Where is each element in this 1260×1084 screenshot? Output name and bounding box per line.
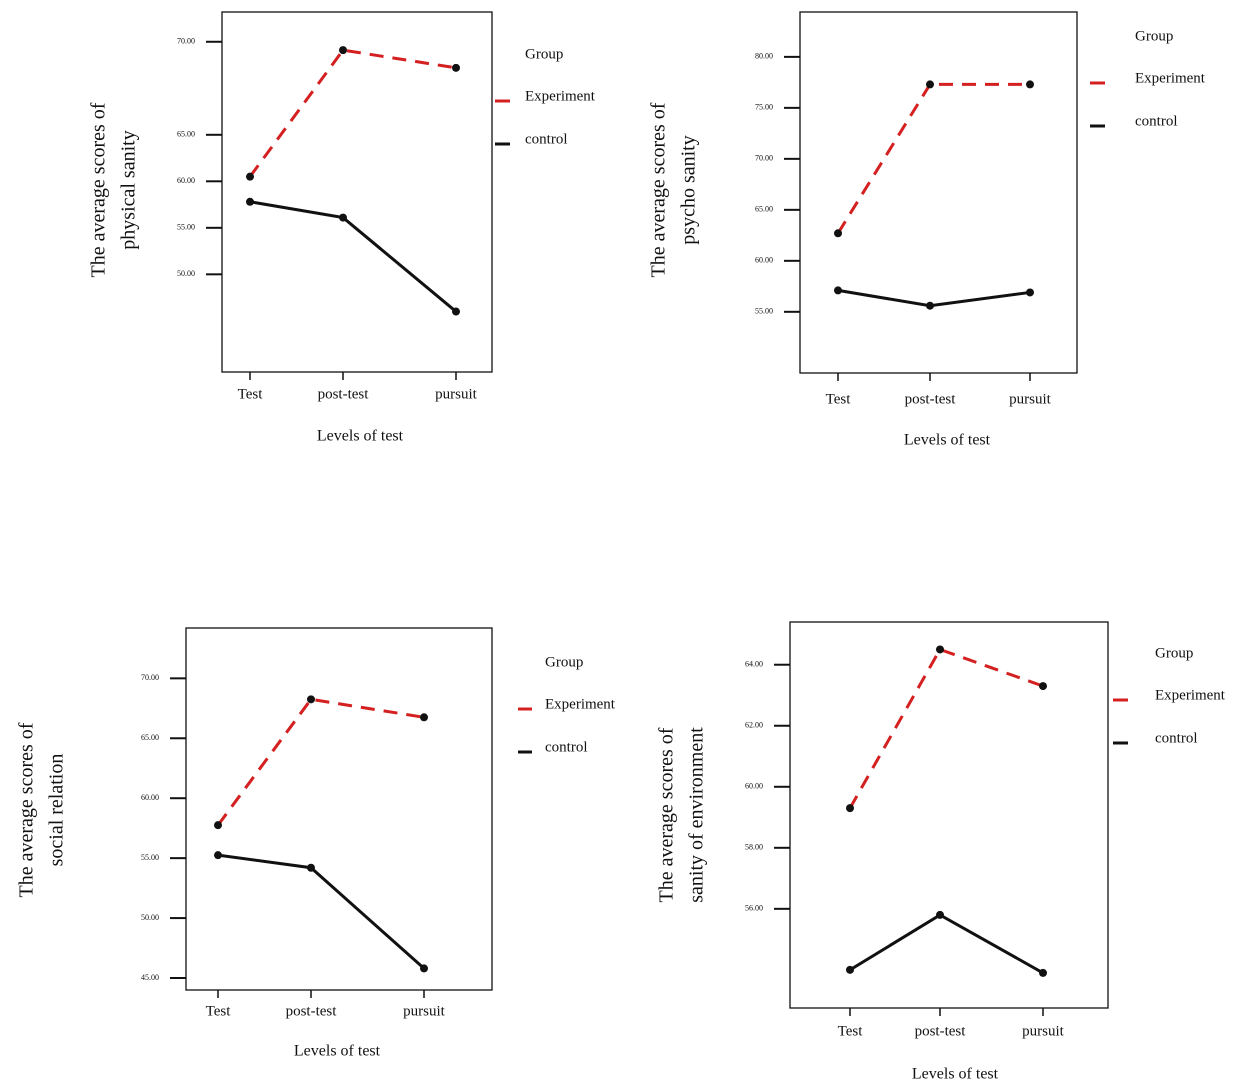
series-line [218,699,424,825]
x-tick-label: pursuit [1022,1023,1065,1039]
y-tick-label: 55.00 [177,223,195,232]
data-point [846,804,854,812]
plot-frame [186,628,492,990]
x-tick-label: post-test [905,391,957,407]
y-tick-label: 55.00 [755,307,773,316]
data-point [307,864,315,872]
y-tick-label: 60.00 [141,793,159,802]
y-tick-label: 64.00 [745,660,763,669]
y-tick-label: 65.00 [755,205,773,214]
data-point [846,966,854,974]
legend-title: Group [1155,645,1193,661]
y-axis-title: psycho sanity [678,135,700,244]
x-tick-label: pursuit [435,386,478,402]
y-tick-label: 60.00 [177,176,195,185]
x-axis-title: Levels of test [317,428,404,445]
series-line [850,649,1043,808]
x-tick-label: post-test [286,1003,338,1019]
y-tick-label: 45.00 [141,973,159,982]
data-point [214,851,222,859]
y-tick-label: 75.00 [755,103,773,112]
x-tick-label: pursuit [1009,391,1052,407]
data-point [936,911,944,919]
x-axis-title: Levels of test [904,432,991,449]
y-tick-label: 62.00 [745,721,763,730]
figure: 70.00 65.00 60.00 55.00 50.00 Test post-test pu… [0,0,1260,1084]
x-tick-label: Test [206,1003,232,1019]
y-tick-label: 65.00 [141,733,159,742]
x-tick-label: Test [826,391,852,407]
y-tick-label: 60.00 [745,782,763,791]
y-tick-label: 55.00 [141,853,159,862]
series-line [218,855,424,968]
data-point [936,645,944,653]
legend-label: control [1155,730,1198,746]
y-axis-title: The average scores of [88,102,110,277]
data-point [339,46,347,54]
data-point [214,821,222,829]
y-tick-label: 70.00 [177,37,195,46]
x-tick-label: Test [238,386,264,402]
y-axis-title: The average scores of [16,722,38,897]
y-axis-title: The average scores of [656,727,678,902]
x-tick-label: Test [838,1023,864,1039]
data-point [1039,682,1047,690]
y-tick-label: 50.00 [177,269,195,278]
x-axis-title: Levels of test [912,1066,999,1083]
y-tick-label: 80.00 [755,52,773,61]
data-point [339,214,347,222]
series-line [250,202,456,312]
legend-label: Experiment [1135,70,1206,86]
legend-title: Group [545,654,583,670]
x-axis-title: Levels of test [294,1043,381,1060]
y-tick-label: 65.00 [177,130,195,139]
legend-title: Group [525,46,563,62]
plot-frame [790,622,1108,1008]
data-point [1026,80,1034,88]
y-axis-title: physical sanity [118,130,140,249]
legend-label: control [1135,113,1178,129]
data-point [834,229,842,237]
series-line [838,290,1030,305]
data-point [1039,969,1047,977]
y-tick-label: 60.00 [755,256,773,265]
y-tick-label: 70.00 [755,154,773,163]
series-line [250,50,456,177]
y-tick-label: 70.00 [141,673,159,682]
data-point [307,695,315,703]
legend-label: control [545,739,588,755]
data-point [420,964,428,972]
y-tick-label: 56.00 [745,904,763,913]
legend-label: control [525,131,568,147]
data-point [452,64,460,72]
data-point [420,713,428,721]
data-point [926,80,934,88]
legend-label: Experiment [525,88,596,104]
data-point [834,286,842,294]
data-point [246,173,254,181]
x-tick-label: post-test [915,1023,967,1039]
y-tick-label: 50.00 [141,913,159,922]
x-tick-label: pursuit [403,1003,446,1019]
plot-frame [800,12,1077,373]
data-point [926,302,934,310]
legend-label: Experiment [1155,687,1226,703]
y-axis-title: The average scores of [648,102,670,277]
legend-label: Experiment [545,696,616,712]
x-tick-label: post-test [318,386,370,402]
data-point [1026,288,1034,296]
y-tick-label: 58.00 [745,843,763,852]
y-axis-title: sanity of environment [686,727,708,903]
legend-title: Group [1135,28,1173,44]
y-axis-title: social relation [46,754,68,867]
series-line [850,915,1043,973]
data-point [452,308,460,316]
data-point [246,198,254,206]
series-line [838,84,1030,233]
